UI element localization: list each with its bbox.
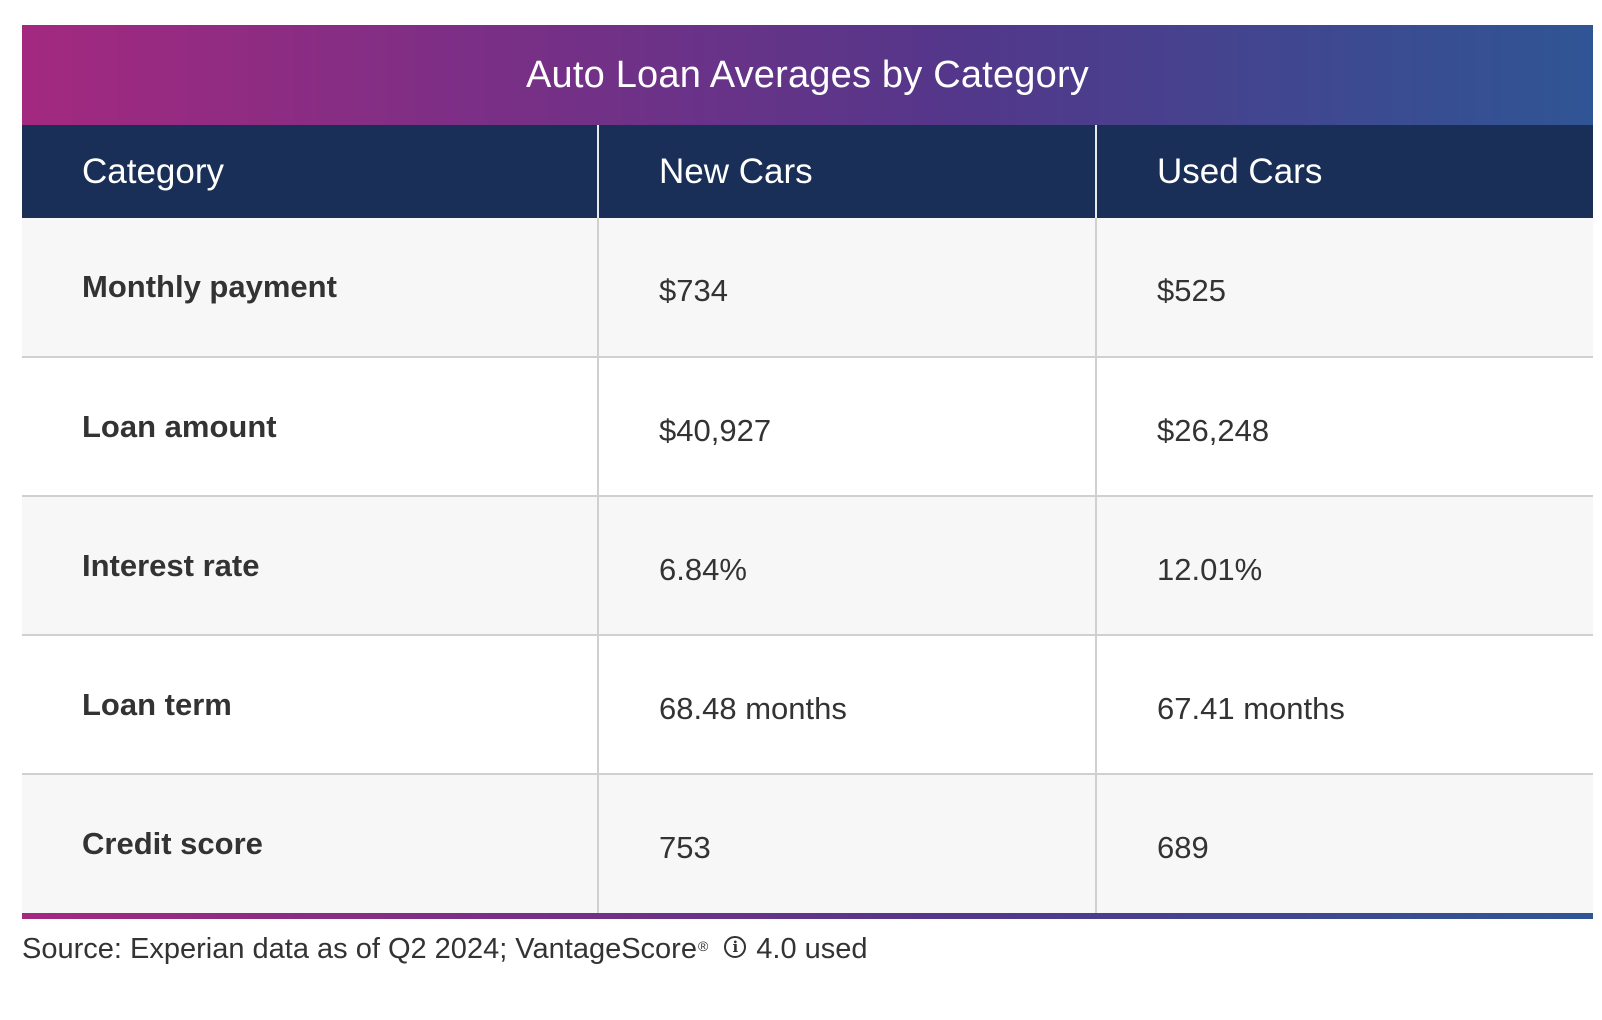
row-label: Loan term (22, 634, 598, 774)
row-label: Interest rate (22, 495, 598, 635)
table-row: Interest rate 6.84% 12.01% (22, 495, 1593, 635)
row-label: Monthly payment (22, 218, 598, 357)
registered-mark: ® (697, 937, 709, 954)
used-cars-value: 12.01% (1095, 495, 1593, 635)
column-header-used-cars: Used Cars (1095, 125, 1593, 218)
new-cars-value: $40,927 (597, 356, 1096, 496)
new-cars-value: $734 (597, 218, 1096, 357)
auto-loan-table: Category New Cars Used Cars Monthly paym… (22, 125, 1593, 913)
new-cars-value: 6.84% (597, 495, 1096, 635)
table-row: Loan term 68.48 months 67.41 months (22, 634, 1593, 774)
row-label: Credit score (22, 773, 598, 913)
auto-loan-table-card: Auto Loan Averages by Category Category … (22, 25, 1593, 966)
used-cars-value: 67.41 months (1095, 634, 1593, 774)
new-cars-value: 68.48 months (597, 634, 1096, 774)
new-cars-value: 753 (597, 773, 1096, 913)
source-note: Source: Experian data as of Q2 2024; Van… (22, 933, 1593, 966)
source-suffix: 4.0 used (756, 933, 868, 965)
table-row: Loan amount $40,927 $26,248 (22, 356, 1593, 496)
used-cars-value: $525 (1095, 218, 1593, 357)
column-header-category: Category (22, 125, 598, 218)
used-cars-value: 689 (1095, 773, 1593, 913)
header-row: Category New Cars Used Cars (22, 125, 1593, 218)
row-label: Loan amount (22, 356, 598, 496)
used-cars-value: $26,248 (1095, 356, 1593, 496)
table-row: Monthly payment $734 $525 (22, 218, 1593, 357)
source-text: Source: Experian data as of Q2 2024; Van… (22, 933, 697, 965)
table-title: Auto Loan Averages by Category (22, 25, 1593, 125)
column-header-new-cars: New Cars (597, 125, 1096, 218)
bottom-accent-bar (22, 913, 1593, 919)
table-row: Credit score 753 689 (22, 773, 1593, 913)
info-icon[interactable]: i (724, 935, 747, 958)
